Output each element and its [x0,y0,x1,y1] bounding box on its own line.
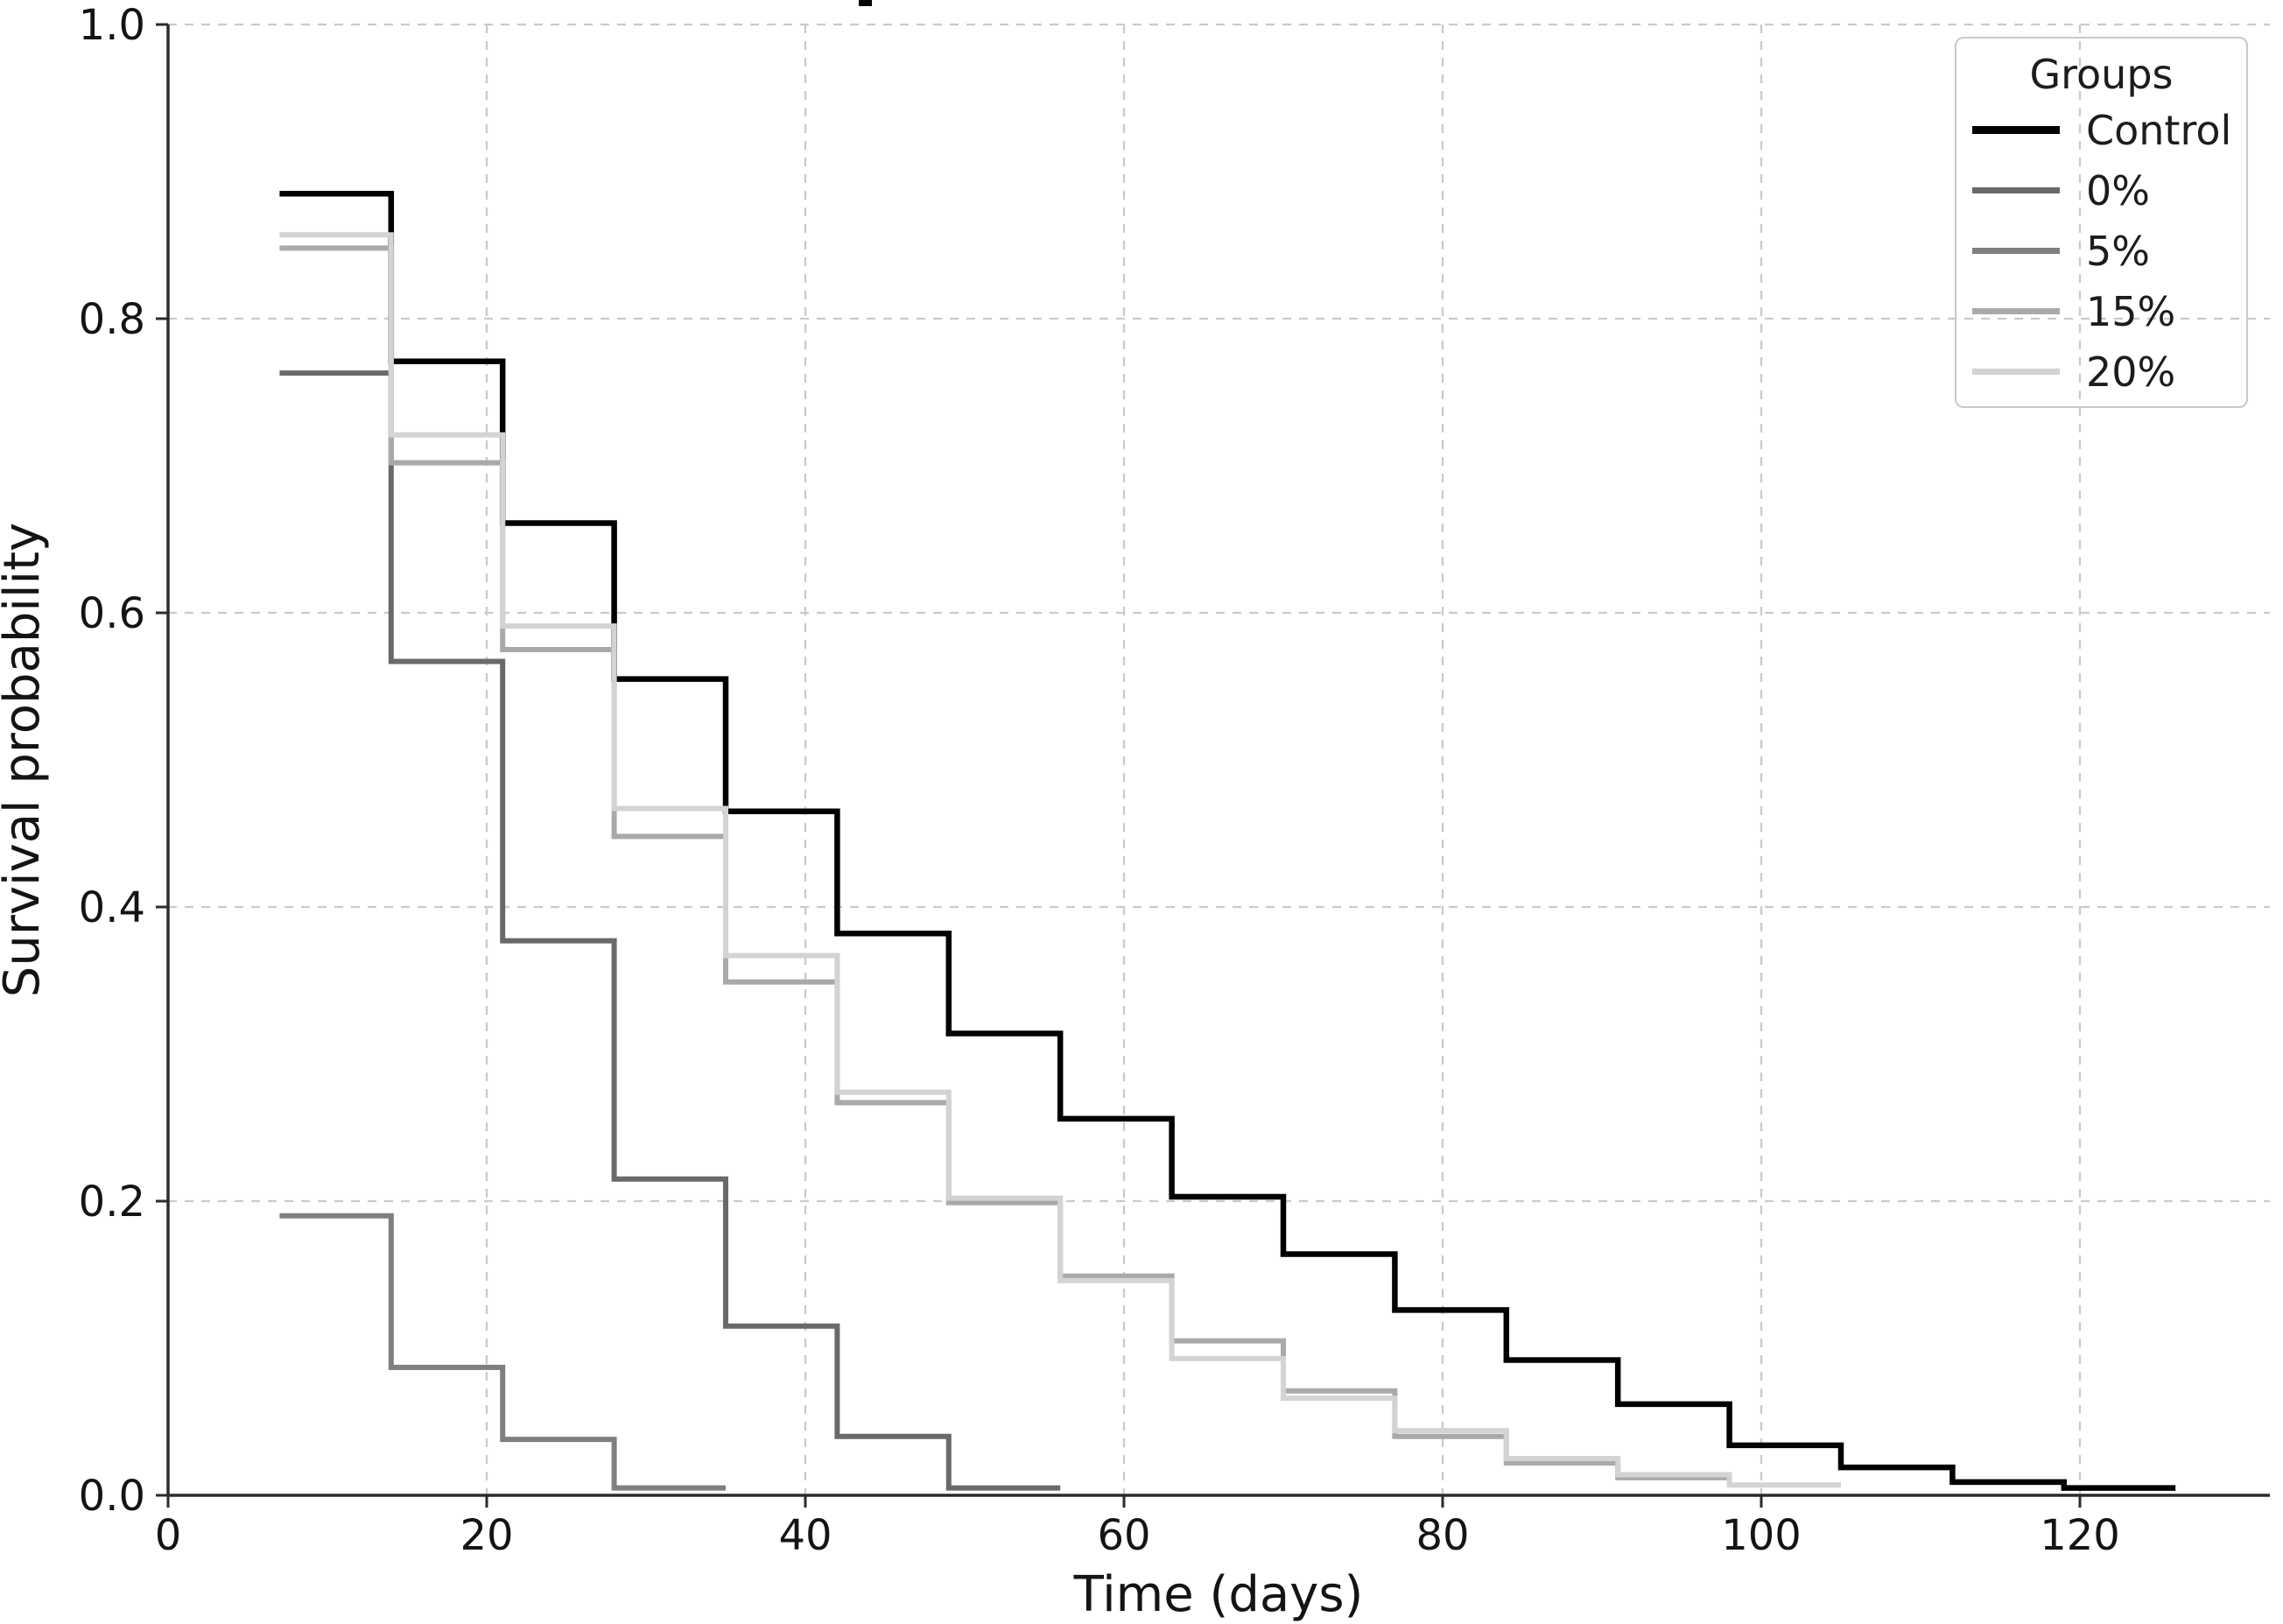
y-axis-label: Survival probability [0,523,51,997]
y-tick-label: 0.4 [79,883,145,932]
grid-layer [168,23,2270,1495]
legend-label: Control [2086,106,2232,154]
legend-item-0pct: 0% [1956,160,2246,221]
legend-label: 0% [2086,166,2150,214]
y-tick-label: 1.0 [79,1,145,50]
x-tick-label: 0 [155,1511,182,1560]
y-tick-label: 0.8 [79,295,145,344]
series-line-control [279,190,2176,1491]
axes-spines [166,25,2270,1497]
legend-line-swatch [1972,248,2060,254]
series-line-15pct [279,245,1730,1480]
legend-line-swatch [1972,308,2060,314]
x-tick-label: 20 [460,1511,513,1560]
legend-line-swatch [1972,126,2060,134]
legend-box: Groups Control 0% 5% 15% 20% [1955,37,2248,408]
legend-label: 20% [2086,348,2176,396]
legend-rows: Control 0% 5% 15% 20% [1956,100,2246,402]
x-axis-label: Time (days) [1073,1566,1364,1623]
y-tick-label: 0.0 [79,1472,145,1521]
x-tick-label: 80 [1415,1511,1469,1560]
tick-layer: 0 20 40 60 80 100 120 0.0 0.2 0.4 0.6 0.8 1.0 [79,1,2120,1560]
y-tick-label: 0.2 [79,1178,145,1227]
series-line-5pct [279,1213,726,1491]
legend-item-15pct: 15% [1956,281,2246,341]
y-tick-label: 0.6 [79,589,145,638]
series-layer [279,190,2176,1491]
x-tick-label: 40 [778,1511,832,1560]
series-line-0pct [279,370,1061,1491]
series-line-20pct [279,232,1841,1488]
legend-label: 5% [2086,227,2150,275]
legend-label: 15% [2086,287,2176,335]
legend-item-5pct: 5% [1956,221,2246,281]
legend-title: Groups [2029,51,2174,98]
x-tick-label: 120 [2040,1511,2120,1560]
legend-line-swatch [1972,187,2060,193]
clipped-title-fragment [859,0,872,6]
legend-item-control: Control [1956,100,2246,160]
x-tick-label: 100 [1721,1511,1802,1560]
legend-line-swatch [1972,369,2060,375]
x-tick-label: 60 [1097,1511,1150,1560]
legend-item-20pct: 20% [1956,341,2246,402]
